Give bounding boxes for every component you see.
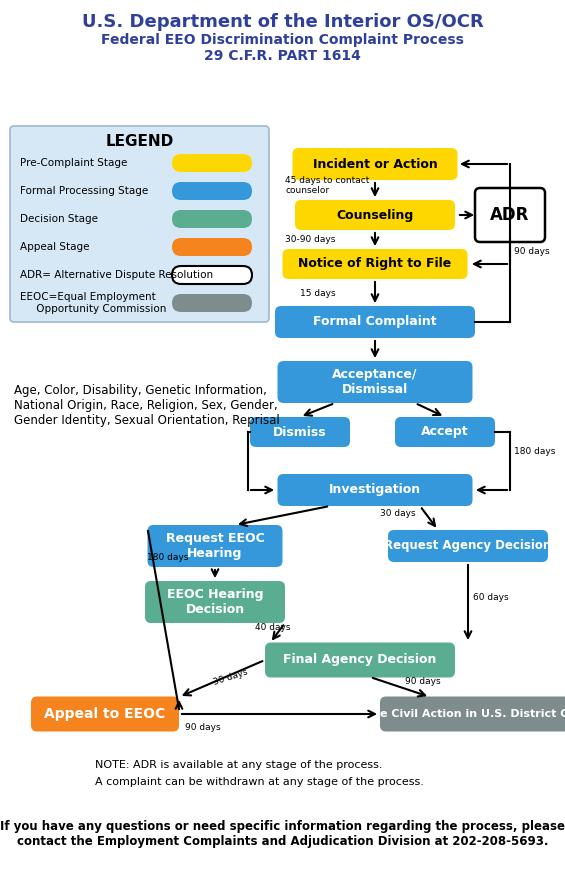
FancyBboxPatch shape (172, 266, 252, 284)
FancyBboxPatch shape (265, 642, 455, 677)
FancyBboxPatch shape (31, 697, 179, 732)
Text: Request Agency Decision: Request Agency Decision (384, 539, 551, 552)
FancyBboxPatch shape (388, 530, 548, 562)
Text: ADR= Alternative Dispute Resolution: ADR= Alternative Dispute Resolution (20, 270, 213, 280)
FancyBboxPatch shape (277, 474, 472, 506)
Text: Federal EEO Discrimination Complaint Process: Federal EEO Discrimination Complaint Pro… (101, 33, 464, 47)
Text: 29 C.F.R. PART 1614: 29 C.F.R. PART 1614 (204, 49, 361, 63)
Text: Formal Processing Stage: Formal Processing Stage (20, 186, 148, 196)
FancyBboxPatch shape (172, 238, 252, 256)
Text: LEGEND: LEGEND (106, 134, 173, 149)
FancyBboxPatch shape (250, 417, 350, 447)
FancyBboxPatch shape (172, 294, 252, 312)
Text: 15 days: 15 days (300, 288, 336, 297)
Text: Appeal to EEOC: Appeal to EEOC (45, 707, 166, 721)
Text: If you have any questions or need specific information regarding the process, pl: If you have any questions or need specif… (0, 820, 565, 848)
Text: Pre-Complaint Stage: Pre-Complaint Stage (20, 158, 127, 168)
FancyBboxPatch shape (172, 210, 252, 228)
Text: Investigation: Investigation (329, 483, 421, 496)
FancyBboxPatch shape (380, 697, 565, 732)
FancyBboxPatch shape (145, 581, 285, 623)
Text: Acceptance/
Dismissal: Acceptance/ Dismissal (332, 368, 418, 396)
Text: NOTE: ADR is available at any stage of the process.: NOTE: ADR is available at any stage of t… (95, 760, 383, 770)
Text: Final Agency Decision: Final Agency Decision (283, 654, 437, 667)
FancyBboxPatch shape (295, 200, 455, 230)
Text: 180 days: 180 days (514, 447, 555, 455)
Text: 30 days: 30 days (212, 667, 249, 687)
Text: Notice of Right to File: Notice of Right to File (298, 258, 451, 270)
FancyBboxPatch shape (282, 249, 467, 279)
Text: Counseling: Counseling (336, 209, 414, 221)
Text: 60 days: 60 days (473, 593, 508, 602)
Text: 30-90 days: 30-90 days (285, 235, 336, 244)
Text: Request EEOC
Hearing: Request EEOC Hearing (166, 532, 264, 560)
Text: Accept: Accept (421, 426, 469, 439)
FancyBboxPatch shape (277, 361, 472, 403)
Text: U.S. Department of the Interior OS/OCR: U.S. Department of the Interior OS/OCR (81, 13, 484, 31)
Text: Formal Complaint: Formal Complaint (313, 316, 437, 329)
FancyBboxPatch shape (10, 126, 269, 322)
Text: Dismiss: Dismiss (273, 426, 327, 439)
Text: 180 days: 180 days (147, 553, 188, 563)
FancyBboxPatch shape (395, 417, 495, 447)
Text: ADR: ADR (490, 206, 530, 224)
Text: EEOC Hearing
Decision: EEOC Hearing Decision (167, 588, 263, 616)
FancyBboxPatch shape (147, 525, 282, 567)
Text: EEOC=Equal Employment
     Opportunity Commission: EEOC=Equal Employment Opportunity Commis… (20, 292, 166, 314)
Text: Age, Color, Disability, Genetic Information,
National Origin, Race, Religion, Se: Age, Color, Disability, Genetic Informat… (14, 384, 280, 427)
Text: 45 days to contact
counselor: 45 days to contact counselor (285, 176, 370, 195)
Text: 90 days: 90 days (405, 677, 441, 686)
FancyBboxPatch shape (172, 154, 252, 172)
Text: 40 days: 40 days (255, 623, 290, 633)
Text: A complaint can be withdrawn at any stage of the process.: A complaint can be withdrawn at any stag… (95, 777, 424, 787)
Text: Incident or Action: Incident or Action (312, 157, 437, 170)
FancyBboxPatch shape (172, 182, 252, 200)
Text: 30 days: 30 days (380, 509, 416, 517)
FancyBboxPatch shape (293, 148, 458, 180)
FancyBboxPatch shape (475, 188, 545, 242)
Text: Appeal Stage: Appeal Stage (20, 242, 89, 252)
Text: Decision Stage: Decision Stage (20, 214, 98, 224)
Text: 90 days: 90 days (514, 247, 550, 256)
FancyBboxPatch shape (275, 306, 475, 338)
Text: File Civil Action in U.S. District Court: File Civil Action in U.S. District Court (365, 709, 565, 719)
Text: 90 days: 90 days (185, 724, 220, 732)
